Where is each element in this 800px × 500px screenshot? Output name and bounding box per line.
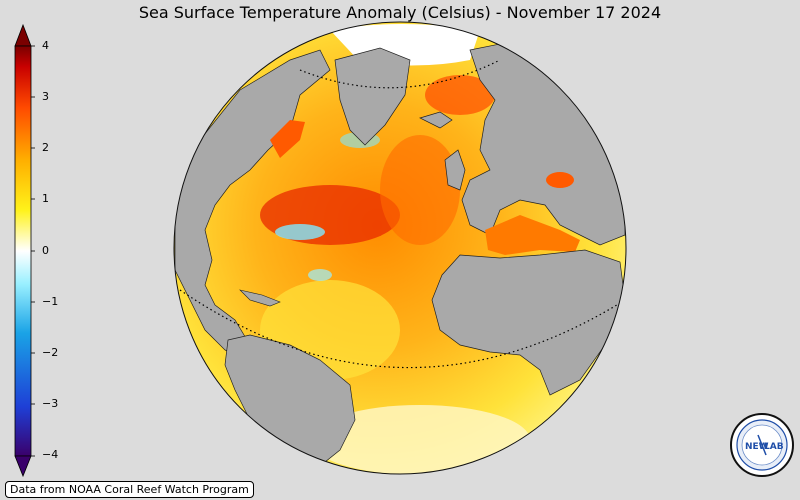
mediterranean-sea bbox=[485, 215, 580, 255]
colorbar bbox=[14, 23, 35, 478]
colorbar-tick-label: −4 bbox=[42, 448, 59, 461]
south-america-land bbox=[224, 334, 356, 474]
british-isles-land bbox=[444, 149, 466, 191]
map-title: Sea Surface Temperature Anomaly (Celsius… bbox=[138, 3, 662, 22]
mild-anomaly-patch bbox=[310, 405, 530, 474]
antarctica-land bbox=[260, 474, 540, 480]
colorbar-tick-label: −2 bbox=[42, 346, 59, 359]
north-america-land bbox=[174, 49, 331, 361]
colorbar-tick-label: 3 bbox=[42, 90, 49, 103]
warm-anomaly-patch bbox=[380, 135, 460, 245]
colorbar-tick-label: 4 bbox=[42, 39, 49, 52]
caribbean-islands bbox=[239, 289, 281, 307]
cool-anomaly-patch bbox=[275, 224, 325, 240]
greenland-land bbox=[334, 47, 411, 146]
colorbar-tick-label: 0 bbox=[42, 244, 49, 257]
africa-land bbox=[431, 249, 626, 396]
black-sea bbox=[546, 172, 574, 188]
newlab-logo: NEW LAB bbox=[730, 413, 794, 477]
colorbar-tick-label: 1 bbox=[42, 192, 49, 205]
warm-anomaly-patch bbox=[425, 75, 495, 115]
colorbar-tick-label: 2 bbox=[42, 141, 49, 154]
colorbar-tick-label: −3 bbox=[42, 397, 59, 410]
iceland-land bbox=[419, 111, 453, 129]
hudson-bay-water bbox=[270, 120, 305, 158]
colorbar-tick-label: −1 bbox=[42, 295, 59, 308]
colorbar-min-arrow bbox=[14, 455, 32, 478]
logo-text-new: NEW bbox=[745, 442, 769, 452]
cool-anomaly-patch bbox=[308, 269, 332, 281]
data-credit-label: Data from NOAA Coral Reef Watch Program bbox=[5, 481, 254, 498]
globe-outline bbox=[173, 21, 627, 475]
logo-text-lab: LAB bbox=[764, 442, 784, 452]
